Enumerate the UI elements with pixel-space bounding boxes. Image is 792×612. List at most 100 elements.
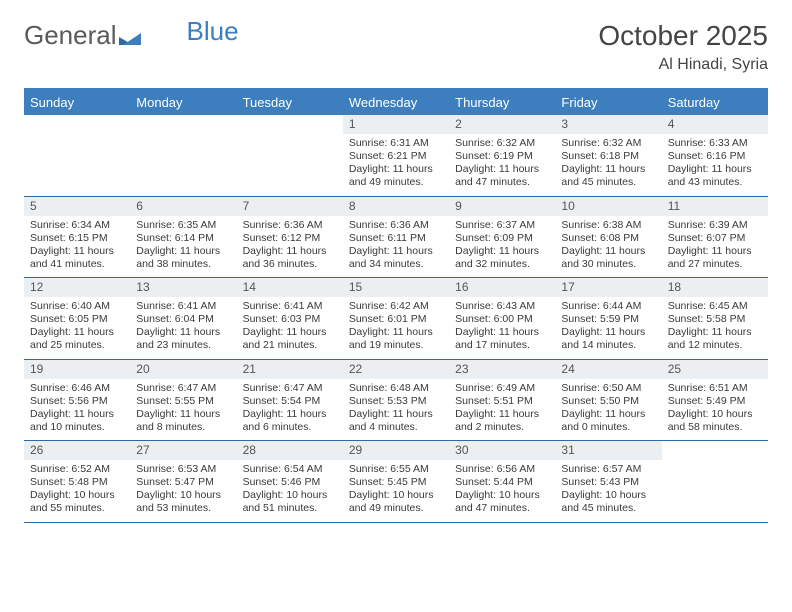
calendar-cell: 5Sunrise: 6:34 AMSunset: 6:15 PMDaylight… xyxy=(24,197,130,278)
brand-text-blue: Blue xyxy=(187,16,239,47)
daylight-text: Daylight: 11 hours and 23 minutes. xyxy=(136,326,230,352)
cell-body: Sunrise: 6:42 AMSunset: 6:01 PMDaylight:… xyxy=(343,297,449,359)
sunset-text: Sunset: 6:01 PM xyxy=(349,313,443,326)
cell-body: Sunrise: 6:38 AMSunset: 6:08 PMDaylight:… xyxy=(555,216,661,278)
calendar-cell: 12Sunrise: 6:40 AMSunset: 6:05 PMDayligh… xyxy=(24,278,130,359)
day-number: 18 xyxy=(662,278,768,297)
sunrise-text: Sunrise: 6:36 AM xyxy=(349,219,443,232)
daylight-text: Daylight: 11 hours and 45 minutes. xyxy=(561,163,655,189)
sunset-text: Sunset: 6:14 PM xyxy=(136,232,230,245)
sunset-text: Sunset: 5:47 PM xyxy=(136,476,230,489)
sunrise-text: Sunrise: 6:56 AM xyxy=(455,463,549,476)
day-number xyxy=(662,441,768,445)
sunrise-text: Sunrise: 6:41 AM xyxy=(243,300,337,313)
calendar-cell: 1Sunrise: 6:31 AMSunset: 6:21 PMDaylight… xyxy=(343,115,449,196)
cell-body: Sunrise: 6:48 AMSunset: 5:53 PMDaylight:… xyxy=(343,379,449,441)
day-number: 22 xyxy=(343,360,449,379)
sunset-text: Sunset: 5:45 PM xyxy=(349,476,443,489)
sunset-text: Sunset: 5:43 PM xyxy=(561,476,655,489)
calendar-cell: 8Sunrise: 6:36 AMSunset: 6:11 PMDaylight… xyxy=(343,197,449,278)
sunset-text: Sunset: 5:58 PM xyxy=(668,313,762,326)
day-number: 11 xyxy=(662,197,768,216)
daylight-text: Daylight: 10 hours and 51 minutes. xyxy=(243,489,337,515)
sunrise-text: Sunrise: 6:33 AM xyxy=(668,137,762,150)
daylight-text: Daylight: 11 hours and 10 minutes. xyxy=(30,408,124,434)
cell-body: Sunrise: 6:31 AMSunset: 6:21 PMDaylight:… xyxy=(343,134,449,196)
day-number: 17 xyxy=(555,278,661,297)
sunset-text: Sunset: 5:53 PM xyxy=(349,395,443,408)
daylight-text: Daylight: 11 hours and 43 minutes. xyxy=(668,163,762,189)
day-number: 9 xyxy=(449,197,555,216)
daylight-text: Daylight: 11 hours and 4 minutes. xyxy=(349,408,443,434)
sunrise-text: Sunrise: 6:42 AM xyxy=(349,300,443,313)
sunrise-text: Sunrise: 6:37 AM xyxy=(455,219,549,232)
day-number: 6 xyxy=(130,197,236,216)
daylight-text: Daylight: 10 hours and 47 minutes. xyxy=(455,489,549,515)
sunset-text: Sunset: 6:16 PM xyxy=(668,150,762,163)
cell-body: Sunrise: 6:55 AMSunset: 5:45 PMDaylight:… xyxy=(343,460,449,522)
day-number: 29 xyxy=(343,441,449,460)
sunrise-text: Sunrise: 6:36 AM xyxy=(243,219,337,232)
header: General Blue October 2025 Al Hinadi, Syr… xyxy=(24,20,768,74)
cell-body: Sunrise: 6:36 AMSunset: 6:11 PMDaylight:… xyxy=(343,216,449,278)
week-row: 12Sunrise: 6:40 AMSunset: 6:05 PMDayligh… xyxy=(24,278,768,360)
cell-body: Sunrise: 6:47 AMSunset: 5:55 PMDaylight:… xyxy=(130,379,236,441)
calendar-cell: 6Sunrise: 6:35 AMSunset: 6:14 PMDaylight… xyxy=(130,197,236,278)
cell-body: Sunrise: 6:41 AMSunset: 6:03 PMDaylight:… xyxy=(237,297,343,359)
sunrise-text: Sunrise: 6:50 AM xyxy=(561,382,655,395)
calendar-cell xyxy=(237,115,343,196)
daylight-text: Daylight: 11 hours and 0 minutes. xyxy=(561,408,655,434)
day-number: 13 xyxy=(130,278,236,297)
daylight-text: Daylight: 11 hours and 49 minutes. xyxy=(349,163,443,189)
day-number: 28 xyxy=(237,441,343,460)
sunrise-text: Sunrise: 6:46 AM xyxy=(30,382,124,395)
cell-body: Sunrise: 6:33 AMSunset: 6:16 PMDaylight:… xyxy=(662,134,768,196)
brand-text-general: General xyxy=(24,20,117,51)
location-label: Al Hinadi, Syria xyxy=(598,56,768,74)
cell-body: Sunrise: 6:43 AMSunset: 6:00 PMDaylight:… xyxy=(449,297,555,359)
day-number: 19 xyxy=(24,360,130,379)
sunrise-text: Sunrise: 6:53 AM xyxy=(136,463,230,476)
sunset-text: Sunset: 6:00 PM xyxy=(455,313,549,326)
calendar-cell xyxy=(24,115,130,196)
cell-body: Sunrise: 6:44 AMSunset: 5:59 PMDaylight:… xyxy=(555,297,661,359)
daylight-text: Daylight: 11 hours and 21 minutes. xyxy=(243,326,337,352)
week-row: 5Sunrise: 6:34 AMSunset: 6:15 PMDaylight… xyxy=(24,197,768,279)
day-number xyxy=(237,115,343,119)
day-number: 2 xyxy=(449,115,555,134)
calendar-cell: 17Sunrise: 6:44 AMSunset: 5:59 PMDayligh… xyxy=(555,278,661,359)
sunset-text: Sunset: 5:56 PM xyxy=(30,395,124,408)
calendar-cell: 29Sunrise: 6:55 AMSunset: 5:45 PMDayligh… xyxy=(343,441,449,522)
calendar-cell: 11Sunrise: 6:39 AMSunset: 6:07 PMDayligh… xyxy=(662,197,768,278)
calendar: Sunday Monday Tuesday Wednesday Thursday… xyxy=(24,88,768,523)
cell-body: Sunrise: 6:36 AMSunset: 6:12 PMDaylight:… xyxy=(237,216,343,278)
sunrise-text: Sunrise: 6:51 AM xyxy=(668,382,762,395)
cell-body: Sunrise: 6:56 AMSunset: 5:44 PMDaylight:… xyxy=(449,460,555,522)
calendar-cell: 21Sunrise: 6:47 AMSunset: 5:54 PMDayligh… xyxy=(237,360,343,441)
sunrise-text: Sunrise: 6:32 AM xyxy=(455,137,549,150)
sunrise-text: Sunrise: 6:52 AM xyxy=(30,463,124,476)
cell-body: Sunrise: 6:32 AMSunset: 6:19 PMDaylight:… xyxy=(449,134,555,196)
calendar-cell: 3Sunrise: 6:32 AMSunset: 6:18 PMDaylight… xyxy=(555,115,661,196)
daylight-text: Daylight: 11 hours and 36 minutes. xyxy=(243,245,337,271)
day-number: 21 xyxy=(237,360,343,379)
day-number: 14 xyxy=(237,278,343,297)
sunset-text: Sunset: 5:54 PM xyxy=(243,395,337,408)
sunrise-text: Sunrise: 6:41 AM xyxy=(136,300,230,313)
cell-body: Sunrise: 6:49 AMSunset: 5:51 PMDaylight:… xyxy=(449,379,555,441)
sunrise-text: Sunrise: 6:45 AM xyxy=(668,300,762,313)
day-number: 10 xyxy=(555,197,661,216)
sunrise-text: Sunrise: 6:43 AM xyxy=(455,300,549,313)
cell-body: Sunrise: 6:50 AMSunset: 5:50 PMDaylight:… xyxy=(555,379,661,441)
calendar-cell: 16Sunrise: 6:43 AMSunset: 6:00 PMDayligh… xyxy=(449,278,555,359)
sunset-text: Sunset: 6:09 PM xyxy=(455,232,549,245)
day-header: Saturday xyxy=(662,90,768,115)
cell-body: Sunrise: 6:46 AMSunset: 5:56 PMDaylight:… xyxy=(24,379,130,441)
sunset-text: Sunset: 5:50 PM xyxy=(561,395,655,408)
day-number: 24 xyxy=(555,360,661,379)
daylight-text: Daylight: 11 hours and 19 minutes. xyxy=(349,326,443,352)
calendar-cell: 2Sunrise: 6:32 AMSunset: 6:19 PMDaylight… xyxy=(449,115,555,196)
sunset-text: Sunset: 6:04 PM xyxy=(136,313,230,326)
sunrise-text: Sunrise: 6:40 AM xyxy=(30,300,124,313)
sunset-text: Sunset: 5:46 PM xyxy=(243,476,337,489)
